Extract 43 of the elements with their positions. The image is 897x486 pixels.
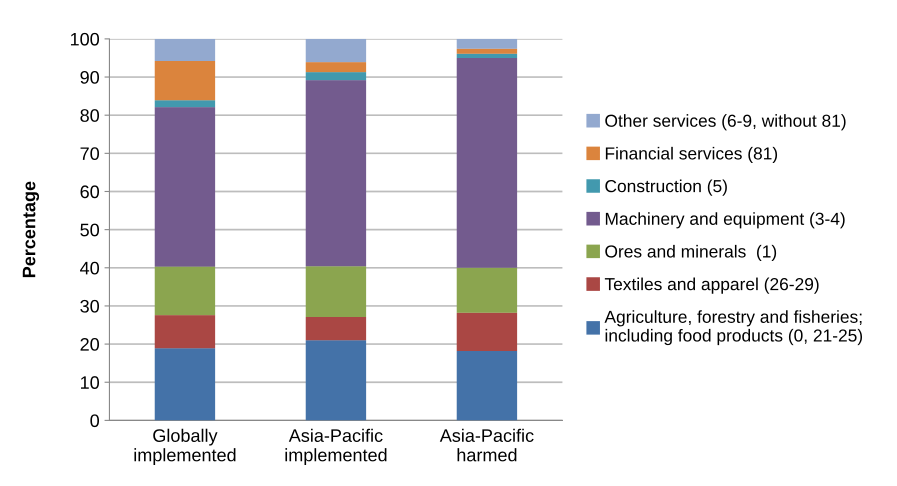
x-tick-label: Globally implemented [134,428,236,466]
y-tick-label: 10 [81,376,100,389]
y-tick-label: 0 [90,414,100,428]
bar [306,38,366,62]
bar [154,348,216,420]
legend-label: Machinery and equipment (3-4) [606,212,845,228]
bar [154,100,216,108]
bar [306,266,366,317]
bar [306,80,366,266]
legend-label: Ores and minerals (1) [605,244,776,262]
y-tick-label: 50 [80,224,100,236]
bar [456,350,518,420]
y-tick-label: 40 [80,262,100,275]
bar [456,38,518,49]
bar [456,58,518,268]
bar [456,268,518,313]
bar [306,72,366,80]
legend-label: Textiles and apparel (26-29) [604,278,819,294]
bar [154,38,216,62]
y-tick-label: 100 [70,32,100,46]
y-tick-label: 80 [80,109,100,122]
y-tick-label: 60 [80,185,100,198]
y-axis-title: Percentage [22,182,40,278]
bar [456,312,518,351]
bar [456,48,518,54]
y-tick-label: 30 [80,300,100,313]
bar [306,62,366,72]
bar [154,107,216,267]
legend-label: Construction (5) [605,180,727,196]
legend-label: Financial services (81) [606,146,778,164]
bar [154,315,216,348]
bar [456,54,518,58]
y-tick-label: 90 [80,70,100,84]
x-tick-label: Asia-Pacific harmed [440,428,534,462]
bar [306,317,366,340]
y-tick-label: 20 [80,338,100,351]
bar [154,266,216,316]
bar [306,340,366,420]
legend-label: Agriculture, forestry and fisheries; including food products (0, 21-25) [604,310,862,346]
bar [154,61,216,100]
x-tick-label: Asia-Pacific implemented [285,428,386,466]
y-tick-label: 70 [80,147,100,160]
legend-label: Other services (6-9, without 81) [605,114,846,130]
